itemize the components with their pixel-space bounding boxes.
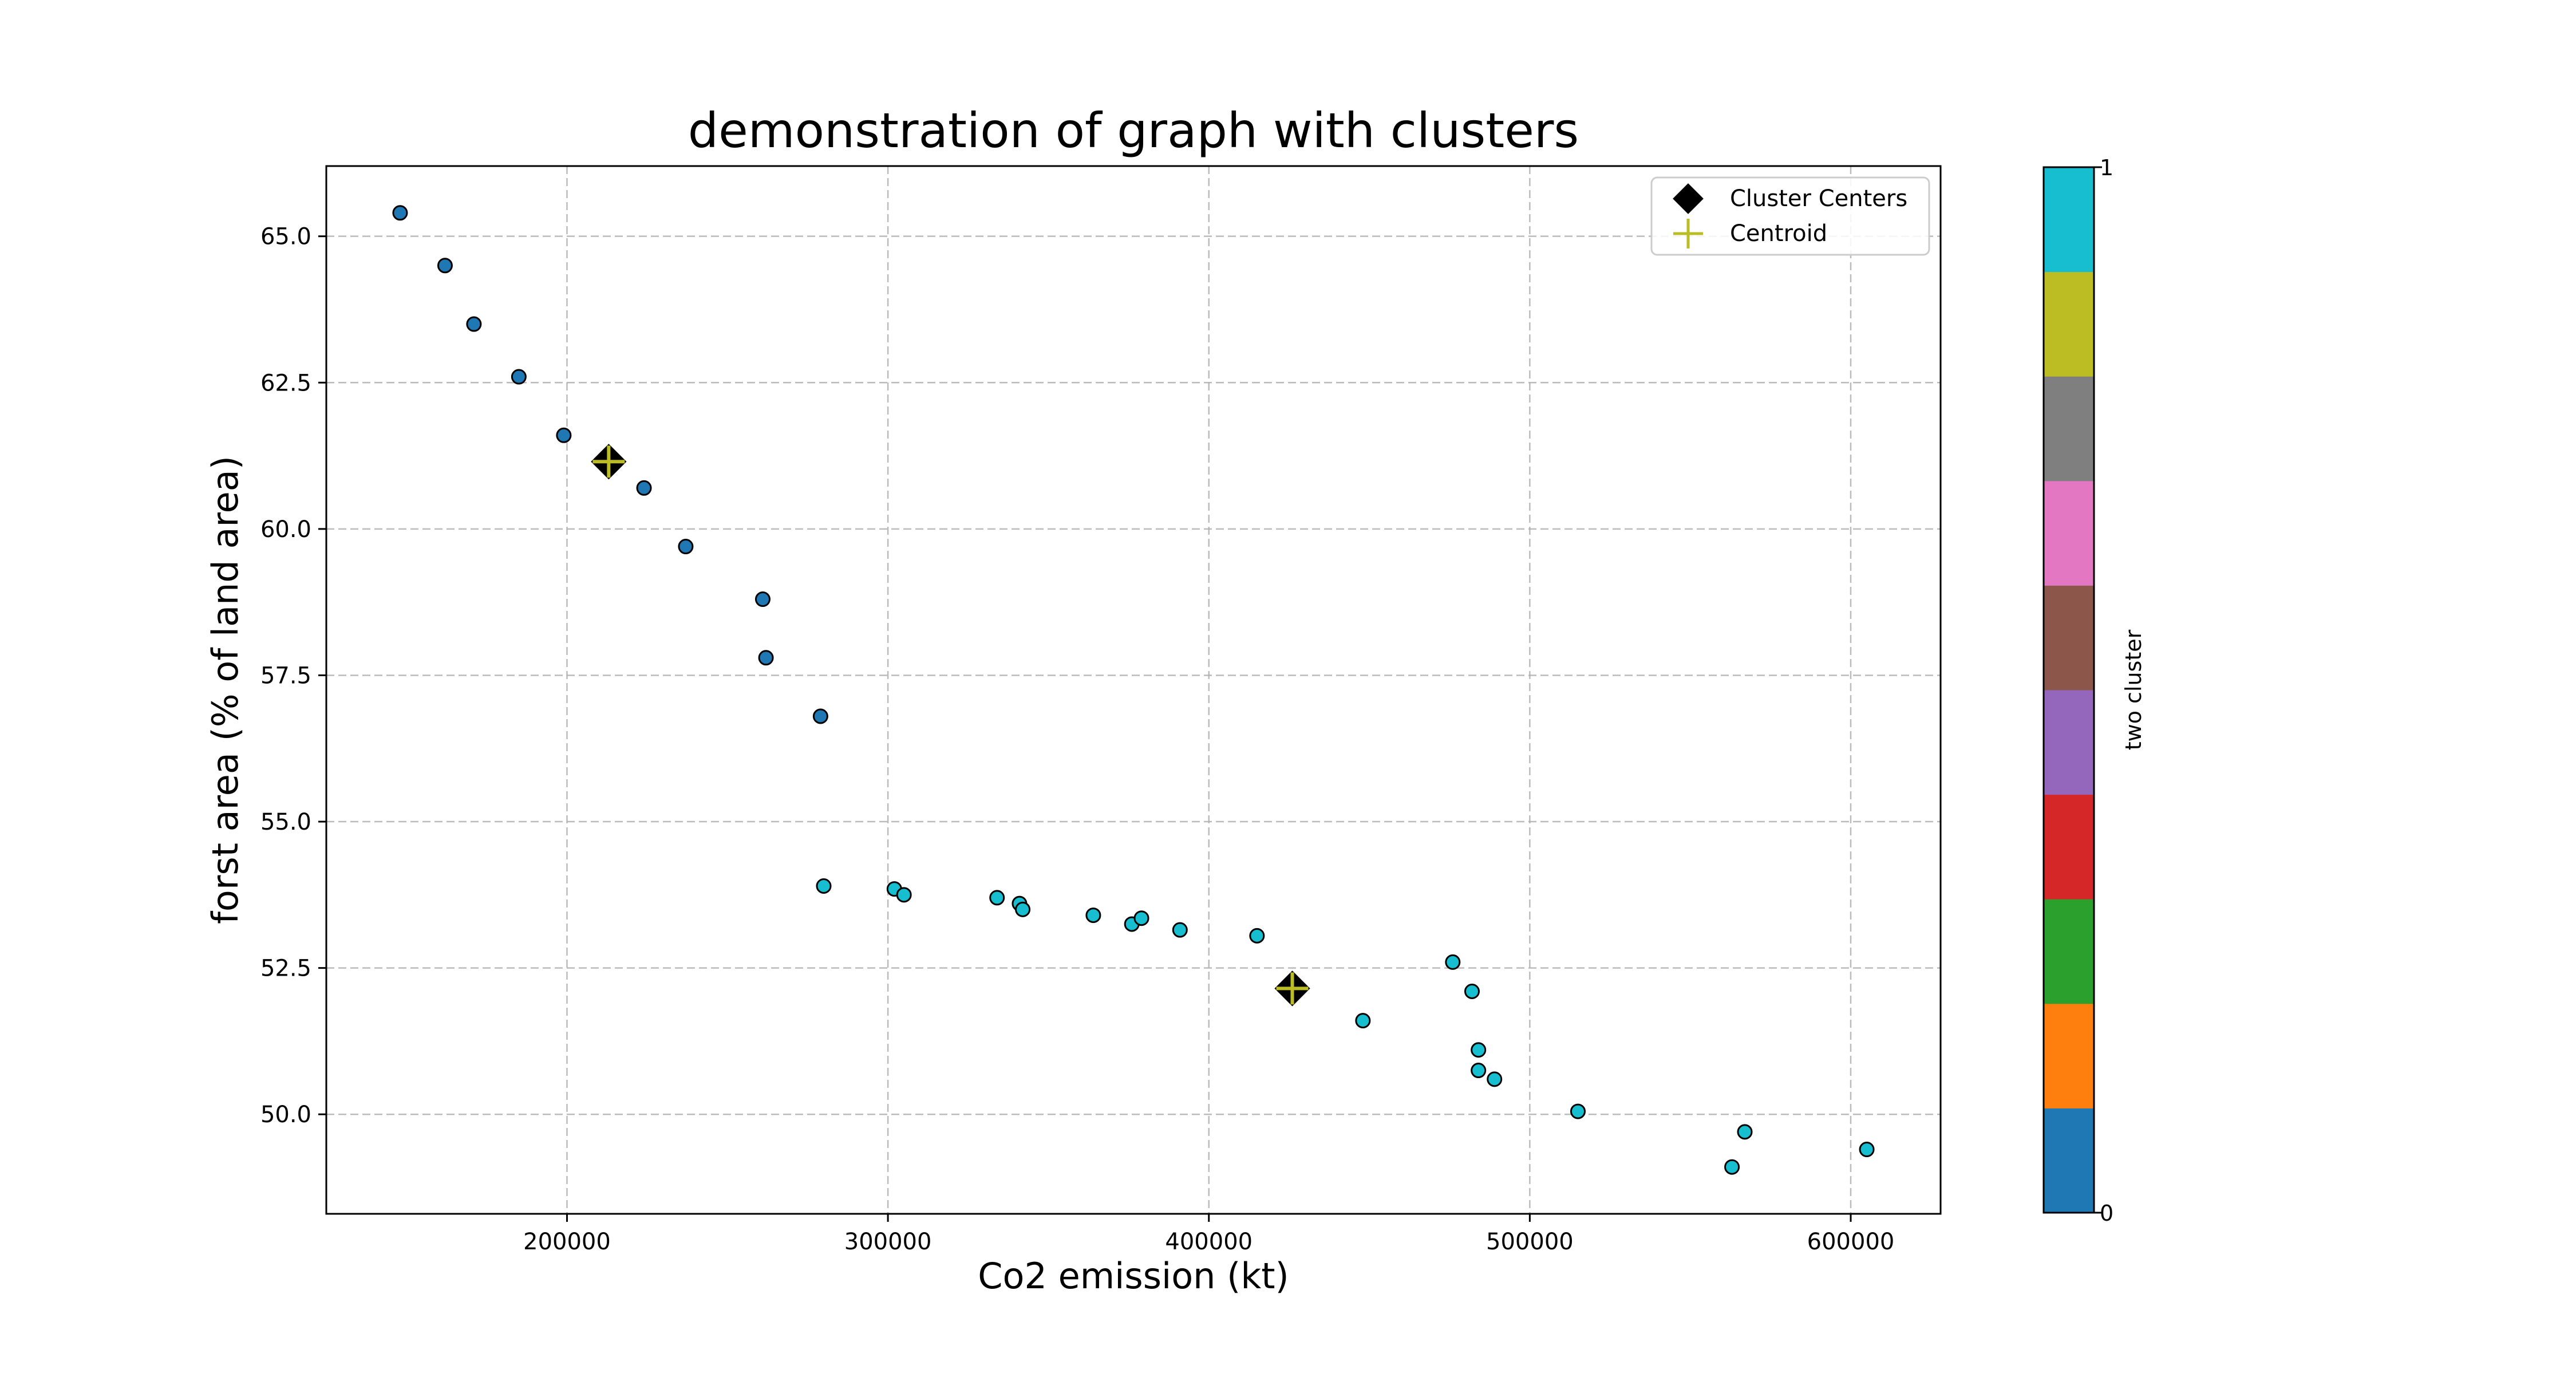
y-tick-label: 57.5 (260, 662, 311, 689)
colorbar-segment (2044, 794, 2094, 899)
x-tick-label: 300000 (844, 1229, 932, 1255)
colorbar-segment (2044, 899, 2094, 1004)
colorbar-segment (2044, 376, 2094, 482)
data-point (1487, 1071, 1503, 1087)
legend-box (1650, 176, 1930, 256)
colorbar-segment (2044, 1003, 2094, 1108)
centers-layer (591, 444, 1310, 1007)
data-point (556, 427, 572, 443)
data-point (636, 480, 652, 496)
grid-layer (326, 166, 1941, 1214)
data-point (1737, 1124, 1753, 1140)
y-tick-label: 50.0 (260, 1102, 311, 1128)
colorbar-min-label: 0 (2100, 1201, 2113, 1226)
colorbar-frame (2042, 166, 2095, 1214)
data-point (754, 591, 771, 607)
data-point (1471, 1042, 1487, 1058)
y-tick-label: 52.5 (260, 956, 311, 982)
data-point (1724, 1159, 1740, 1175)
data-point (678, 539, 694, 555)
data-point (1859, 1142, 1875, 1158)
colorbar-segment (2044, 690, 2094, 795)
y-tick-label: 65.0 (260, 224, 311, 250)
data-point (1015, 901, 1031, 917)
data-point (1471, 1063, 1487, 1079)
legend-label-centroid: Centroid (1730, 220, 1827, 247)
points-layer (392, 205, 1875, 1175)
data-point (1355, 1013, 1371, 1029)
data-point (812, 708, 828, 724)
legend: Cluster Centers Centroid (1650, 176, 1930, 256)
colorbar (2042, 166, 2102, 1214)
data-point (511, 369, 527, 385)
data-point (1085, 908, 1101, 924)
y-tick-label: 60.0 (260, 516, 311, 543)
data-point (466, 316, 482, 332)
colorbar-label: two cluster (2121, 629, 2146, 750)
colorbar-segment (2044, 480, 2094, 586)
plot-frame (325, 165, 1942, 1215)
axes-layer: 200000 300000 400000 500000 600000 50.0 52.5 55… (260, 224, 1894, 1255)
centroid-marker (592, 445, 625, 478)
data-point (1464, 984, 1480, 1000)
data-point (1249, 928, 1265, 944)
x-tick-label: 200000 (523, 1229, 611, 1255)
data-point (1172, 922, 1188, 938)
x-axis-label: Co2 emission (kt) (978, 1255, 1289, 1297)
colorbar-segment (2044, 1108, 2094, 1213)
data-point (816, 878, 832, 894)
data-point (896, 887, 912, 903)
data-point (989, 890, 1005, 906)
data-point (758, 650, 774, 666)
x-tick-label: 500000 (1486, 1229, 1574, 1255)
data-point (1445, 954, 1461, 970)
data-point (1570, 1103, 1586, 1119)
colorbar-segment (2044, 585, 2094, 691)
data-point (1133, 910, 1149, 926)
colorbar-segment (2044, 271, 2094, 377)
colorbar-segment (2044, 167, 2094, 273)
data-point (392, 205, 408, 221)
y-tick-label: 62.5 (260, 370, 311, 396)
x-tick-label: 400000 (1165, 1229, 1253, 1255)
centroid-marker (1276, 972, 1309, 1005)
y-axis-label: forst area (% of land area) (204, 456, 246, 924)
y-tick-label: 55.0 (260, 809, 311, 835)
chart-title: demonstration of graph with clusters (688, 102, 1579, 159)
legend-label-cluster-centers: Cluster Centers (1730, 186, 1907, 212)
legend-marker-centroid (1673, 219, 1703, 248)
data-point (437, 258, 453, 274)
x-tick-label: 600000 (1807, 1229, 1895, 1255)
colorbar-max-label: 1 (2100, 155, 2113, 180)
